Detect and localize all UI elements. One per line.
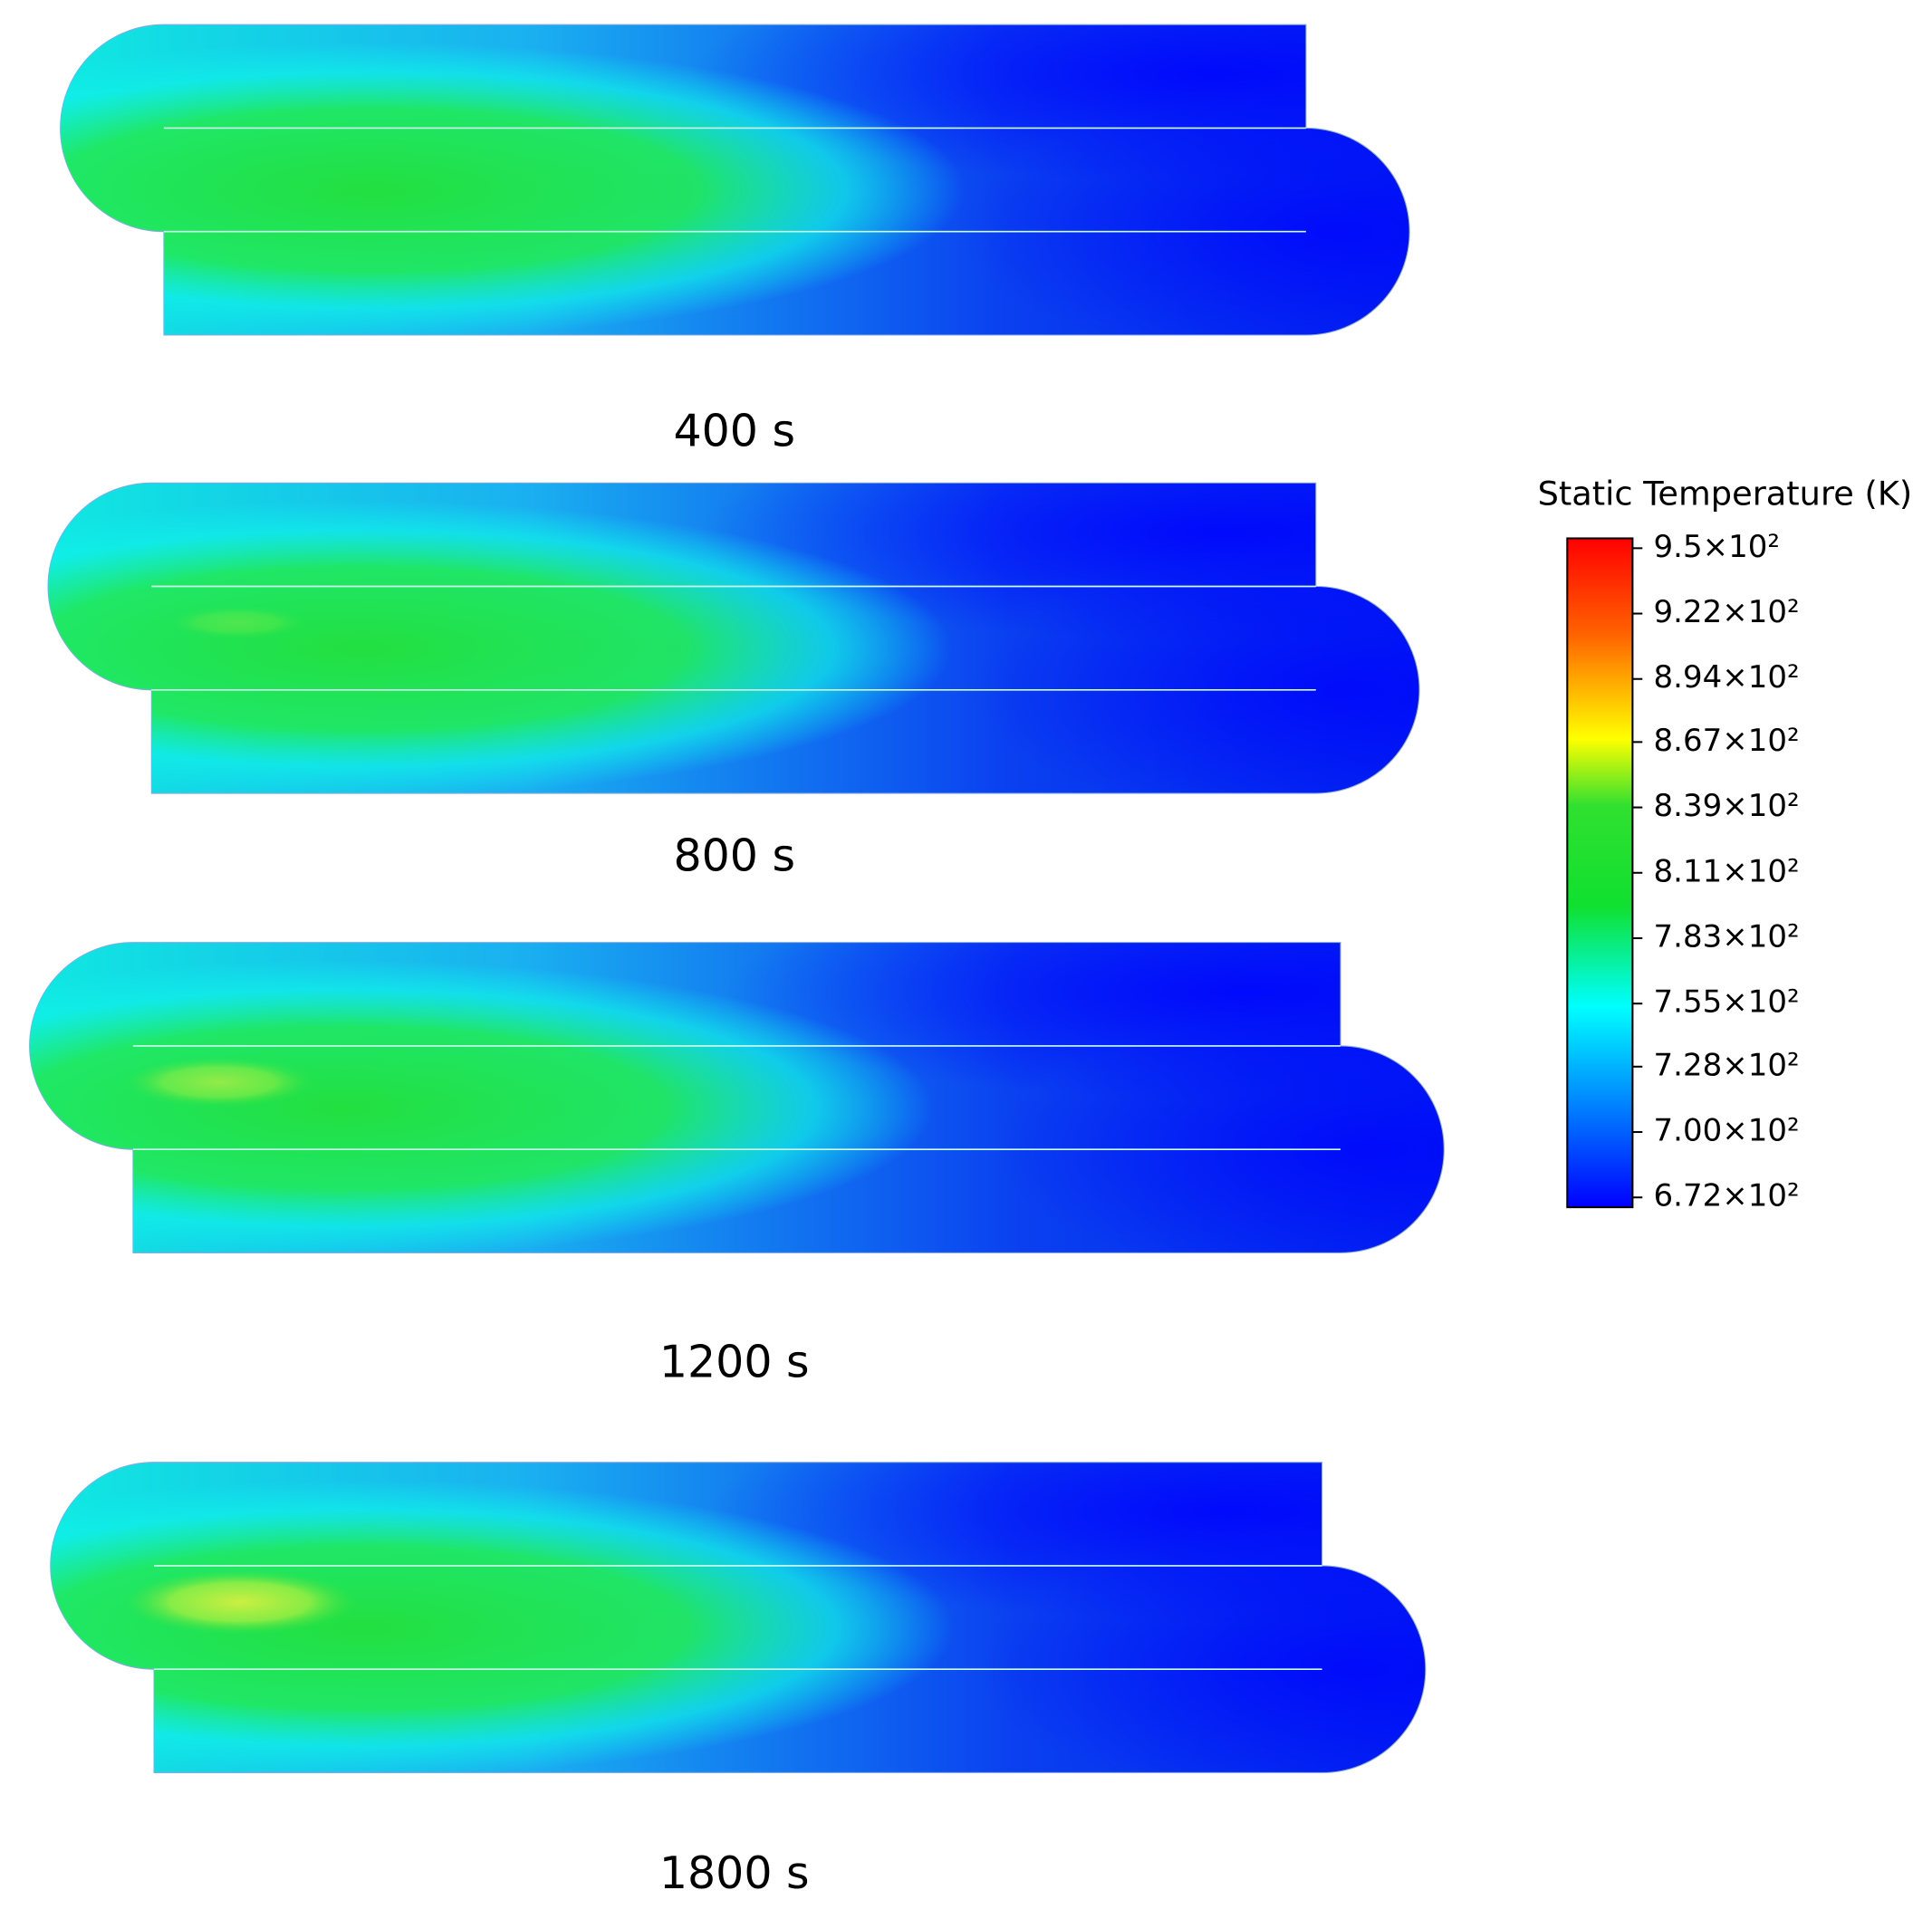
colorbar-tick-label: 7.83×10²: [1654, 918, 1800, 955]
colorbar-tick-label: 7.00×10²: [1654, 1113, 1800, 1149]
colorbar-tick-label: 8.67×10²: [1654, 723, 1800, 759]
field-cold: [724, 942, 1445, 1103]
panel-label: 400 s: [673, 405, 795, 456]
colorbar-tick-label: 9.22×10²: [1654, 594, 1800, 630]
field-core: [124, 1569, 357, 1635]
panel-outline: [29, 942, 1445, 1253]
figure-content: Static Temperature (K) 400 s 800 s 1200 s 1…: [29, 24, 1913, 1899]
contour-panel: [50, 1462, 1426, 1773]
colorbar-tick-label: 9.5×10²: [1654, 529, 1780, 565]
colorbar-tick-label: 7.28×10²: [1654, 1047, 1800, 1083]
panel-label: 1200 s: [659, 1337, 810, 1388]
contour-panel: [60, 24, 1410, 336]
legend-title: Static Temperature (K): [1538, 474, 1913, 513]
panel-outline: [50, 1462, 1427, 1774]
panel-label: 1800 s: [659, 1847, 810, 1899]
colorbar: [1566, 537, 1634, 1209]
field-cold: [970, 554, 1420, 794]
field-cold: [699, 483, 1420, 644]
colorbar-tick-label: 8.94×10²: [1654, 659, 1800, 696]
colorbar-tick-label: 6.72×10²: [1654, 1178, 1800, 1214]
field-core: [125, 1057, 313, 1108]
field-cold: [961, 96, 1410, 336]
panel-label: 800 s: [673, 830, 795, 882]
contour-panel: [29, 942, 1445, 1253]
panel-outline: [60, 24, 1410, 336]
colorbar-tick-label: 7.55×10²: [1654, 984, 1800, 1021]
field-core: [169, 606, 306, 639]
panel-outline: [47, 482, 1420, 794]
field-cold: [706, 1462, 1426, 1623]
contour-panel: [48, 483, 1420, 794]
field-cold: [689, 24, 1410, 186]
field-cold: [995, 1013, 1445, 1253]
colorbar-tick-label: 8.39×10²: [1654, 788, 1800, 824]
field-cold: [976, 1533, 1426, 1773]
colorbar-tick-label: 8.11×10²: [1654, 853, 1800, 889]
